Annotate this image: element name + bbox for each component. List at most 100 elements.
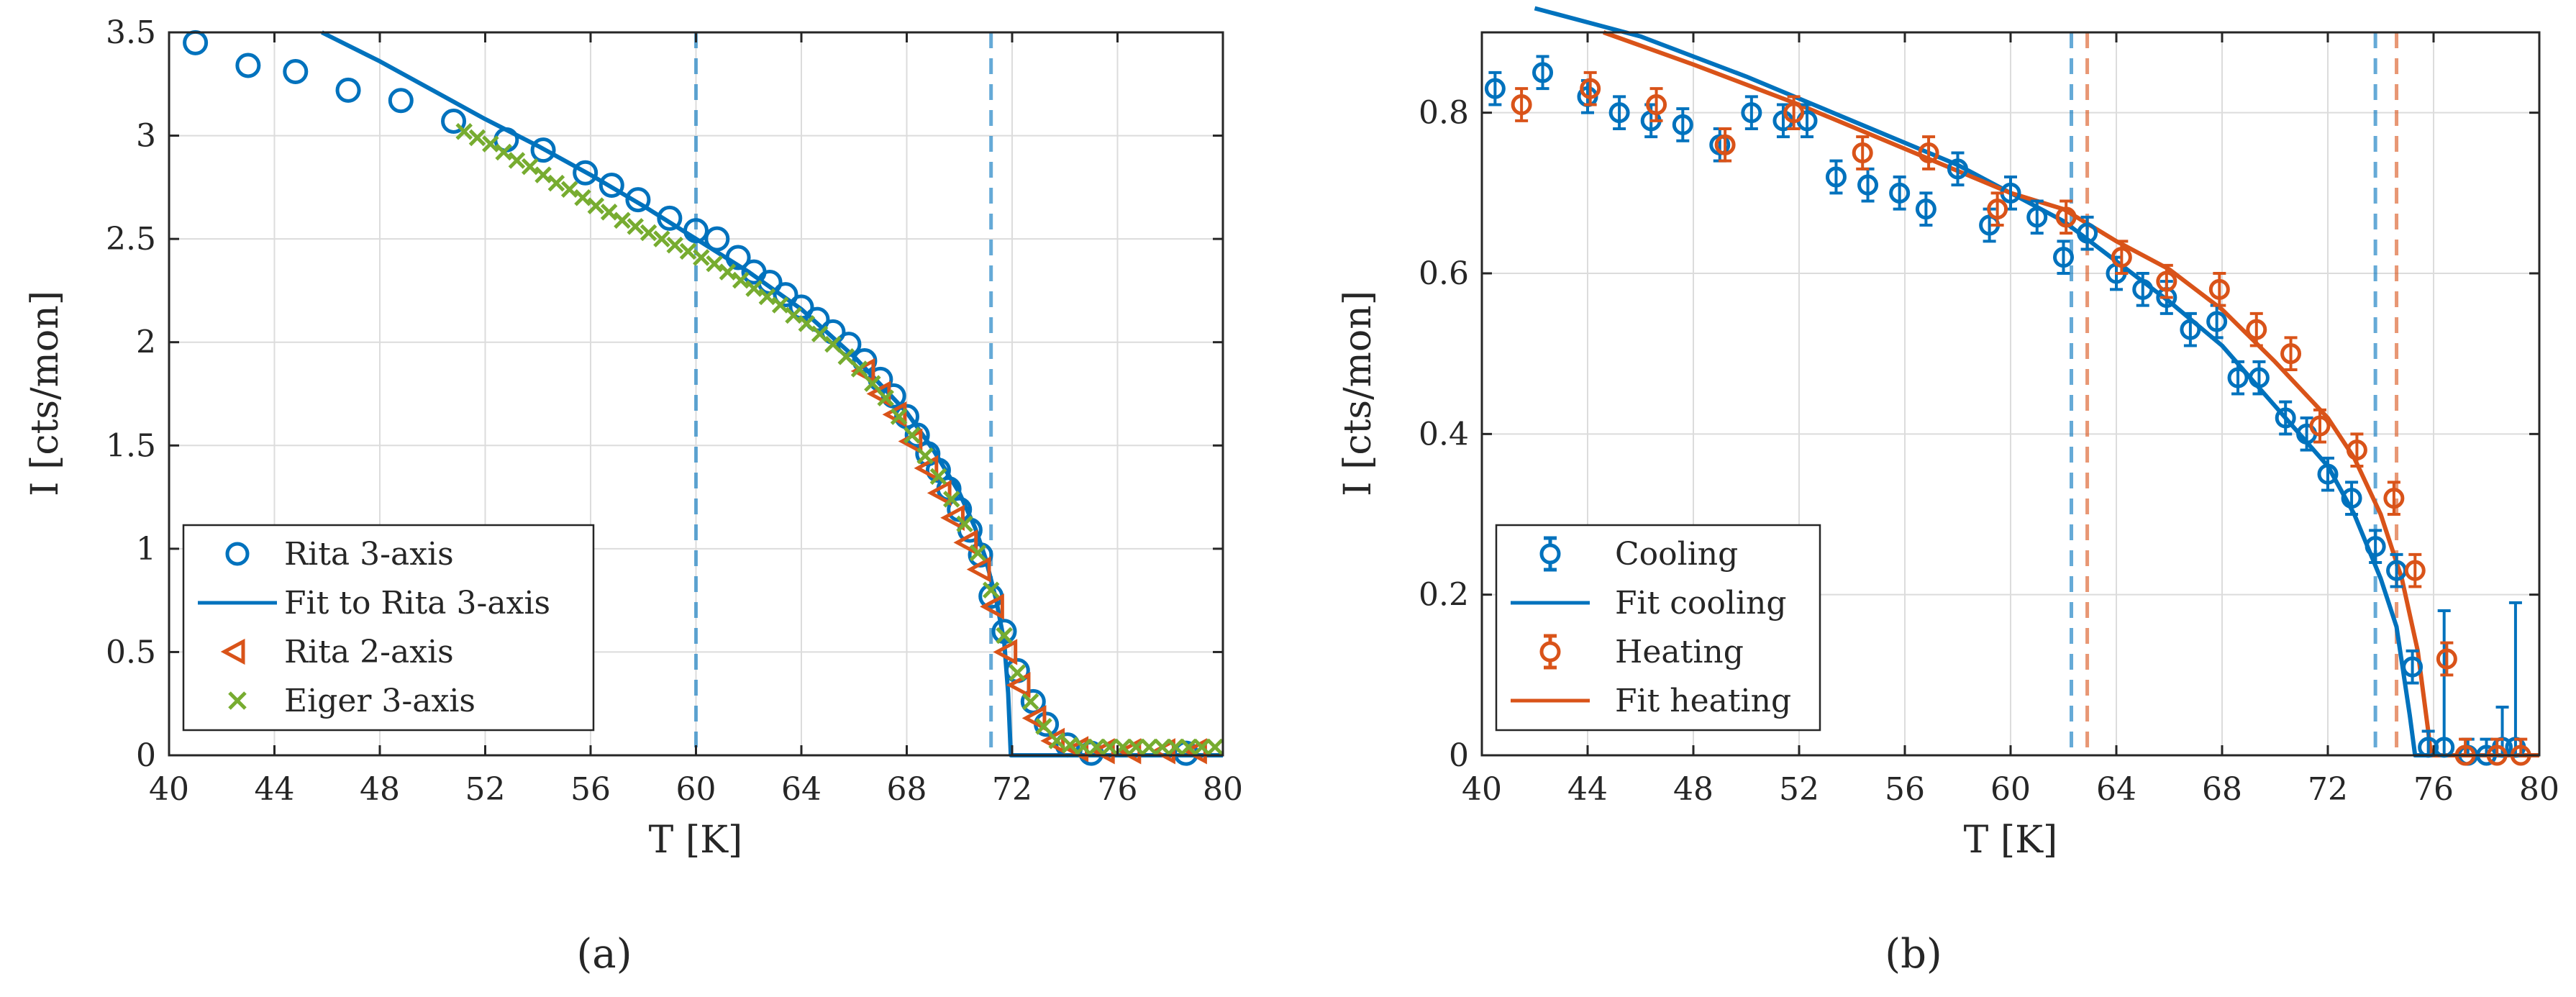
- data-point: [704, 226, 730, 252]
- legend-marker-eiger-3-axis: [228, 691, 247, 710]
- data-point: [560, 181, 578, 198]
- x-tick-label: 52: [1779, 771, 1819, 808]
- data-point: [657, 205, 683, 231]
- data-point: [850, 360, 868, 378]
- legend-marker-rita-3-axis: [225, 542, 250, 566]
- data-point: [388, 88, 414, 114]
- data-point: [574, 188, 591, 206]
- vlines-a: [694, 32, 993, 755]
- x-tick-label: 80: [2519, 771, 2559, 808]
- x-axis-label-a: T [K]: [649, 819, 743, 862]
- data-point: [1075, 738, 1092, 756]
- ticks-b: 40 44 48 52 56 60 64 68 72 76 80 0 0.2 0.4 0.6 0.8: [1419, 32, 2559, 808]
- x-tick-label: 60: [1990, 771, 2031, 808]
- x-tick-label: 48: [1673, 771, 1713, 808]
- x-tick-label: 56: [1885, 771, 1925, 808]
- data-point: [508, 152, 526, 169]
- legend-label-rita-3-axis: Rita 3-axis: [284, 536, 454, 573]
- data-point: [916, 447, 934, 465]
- x-tick-label: 72: [992, 771, 1032, 808]
- x-tick-label: 40: [1462, 771, 1502, 808]
- data-point: [1783, 95, 1805, 130]
- data-point: [773, 282, 798, 308]
- data-point: [2365, 529, 2386, 564]
- data-point: [1048, 732, 1066, 750]
- data-point: [980, 593, 1004, 620]
- data-point: [335, 77, 361, 103]
- data-point: [1825, 159, 1847, 195]
- data-point: [824, 335, 842, 353]
- data-point: [627, 218, 645, 235]
- data-point: [1153, 738, 1171, 756]
- caption-a: (a): [576, 931, 632, 978]
- data-point: [1006, 672, 1031, 698]
- data-point: [719, 263, 737, 281]
- data-point: [2156, 263, 2177, 299]
- data-point: [877, 389, 894, 407]
- data-point: [1608, 95, 1630, 130]
- data-point: [852, 348, 878, 374]
- y-tick-label: 1.5: [106, 427, 156, 464]
- x-tick-label: 44: [1567, 771, 1608, 808]
- data-point: [653, 230, 670, 247]
- data-point: [2246, 311, 2267, 347]
- ticks-a: 40 44 48 52 56 60 64 68 72 76 80 0 0.5 1 1.5 2 2.5 3 3.5: [106, 14, 1243, 808]
- data-point: [2227, 360, 2249, 396]
- data-point: [956, 515, 973, 533]
- x-tick-label: 76: [2413, 771, 2454, 808]
- data-point: [468, 129, 486, 147]
- data-point: [904, 422, 930, 448]
- x-tick-label: 68: [2202, 771, 2242, 808]
- x-tick-label: 72: [2308, 771, 2348, 808]
- series-b: [1484, 6, 2539, 766]
- data-point: [811, 325, 829, 342]
- data-point: [693, 249, 710, 266]
- data-point: [942, 491, 960, 508]
- data-point: [599, 172, 624, 198]
- data-point: [925, 457, 951, 483]
- data-point: [2402, 649, 2423, 685]
- data-point: [1021, 705, 1047, 732]
- data-point: [2053, 240, 2074, 275]
- data-point: [587, 197, 605, 214]
- x-tick-label: 60: [676, 771, 716, 808]
- data-point: [1061, 736, 1079, 754]
- legend-label-fit-cooling: Fit cooling: [1615, 585, 1787, 622]
- data-point: [2077, 215, 2098, 251]
- data-point: [1741, 95, 1762, 130]
- y-tick-label: 0: [1449, 737, 1469, 774]
- data-point: [2341, 481, 2362, 516]
- data-point: [2296, 416, 2318, 452]
- data-point: [890, 408, 908, 425]
- legend-b: Cooling Fit cooling Heating Fit heating: [1495, 524, 1821, 732]
- x-tick-label: 64: [781, 771, 822, 808]
- legend-label-fit-rita-3-axis: Fit to Rita 3-axis: [284, 585, 550, 622]
- data-point: [1088, 738, 1105, 756]
- data-point: [1167, 738, 1184, 756]
- data-point: [2275, 400, 2296, 436]
- data-point: [2436, 641, 2457, 677]
- data-point: [1021, 693, 1039, 711]
- data-point: [1915, 191, 1936, 227]
- x-tick-label: 44: [255, 771, 295, 808]
- data-point: [530, 137, 556, 163]
- data-point: [1532, 55, 1554, 91]
- data-point: [864, 375, 881, 392]
- data-point: [982, 581, 1000, 599]
- data-point: [625, 187, 651, 213]
- y-tick-label: 0.4: [1419, 416, 1469, 452]
- data-point: [1852, 135, 1873, 170]
- y-tick-label: 0.5: [106, 634, 156, 670]
- data-point: [600, 204, 618, 221]
- data-point: [798, 315, 816, 332]
- panel-a: 40 44 48 52 56 60 64 68 72 76 80 0 0.5 1 1.5 2 2.5 3 3.5 T…: [24, 14, 1243, 978]
- data-point: [1101, 738, 1119, 756]
- data-point: [1987, 191, 2008, 227]
- data-point: [927, 480, 952, 506]
- data-point: [1206, 738, 1224, 756]
- x-tick-label: 48: [360, 771, 400, 808]
- y-tick-label: 0.8: [1419, 95, 1469, 132]
- data-point: [2208, 272, 2230, 307]
- legend-a: Rita 3-axis Fit to Rita 3-axis Rita 2-ax…: [182, 524, 595, 732]
- x-tick-label: 68: [887, 771, 927, 808]
